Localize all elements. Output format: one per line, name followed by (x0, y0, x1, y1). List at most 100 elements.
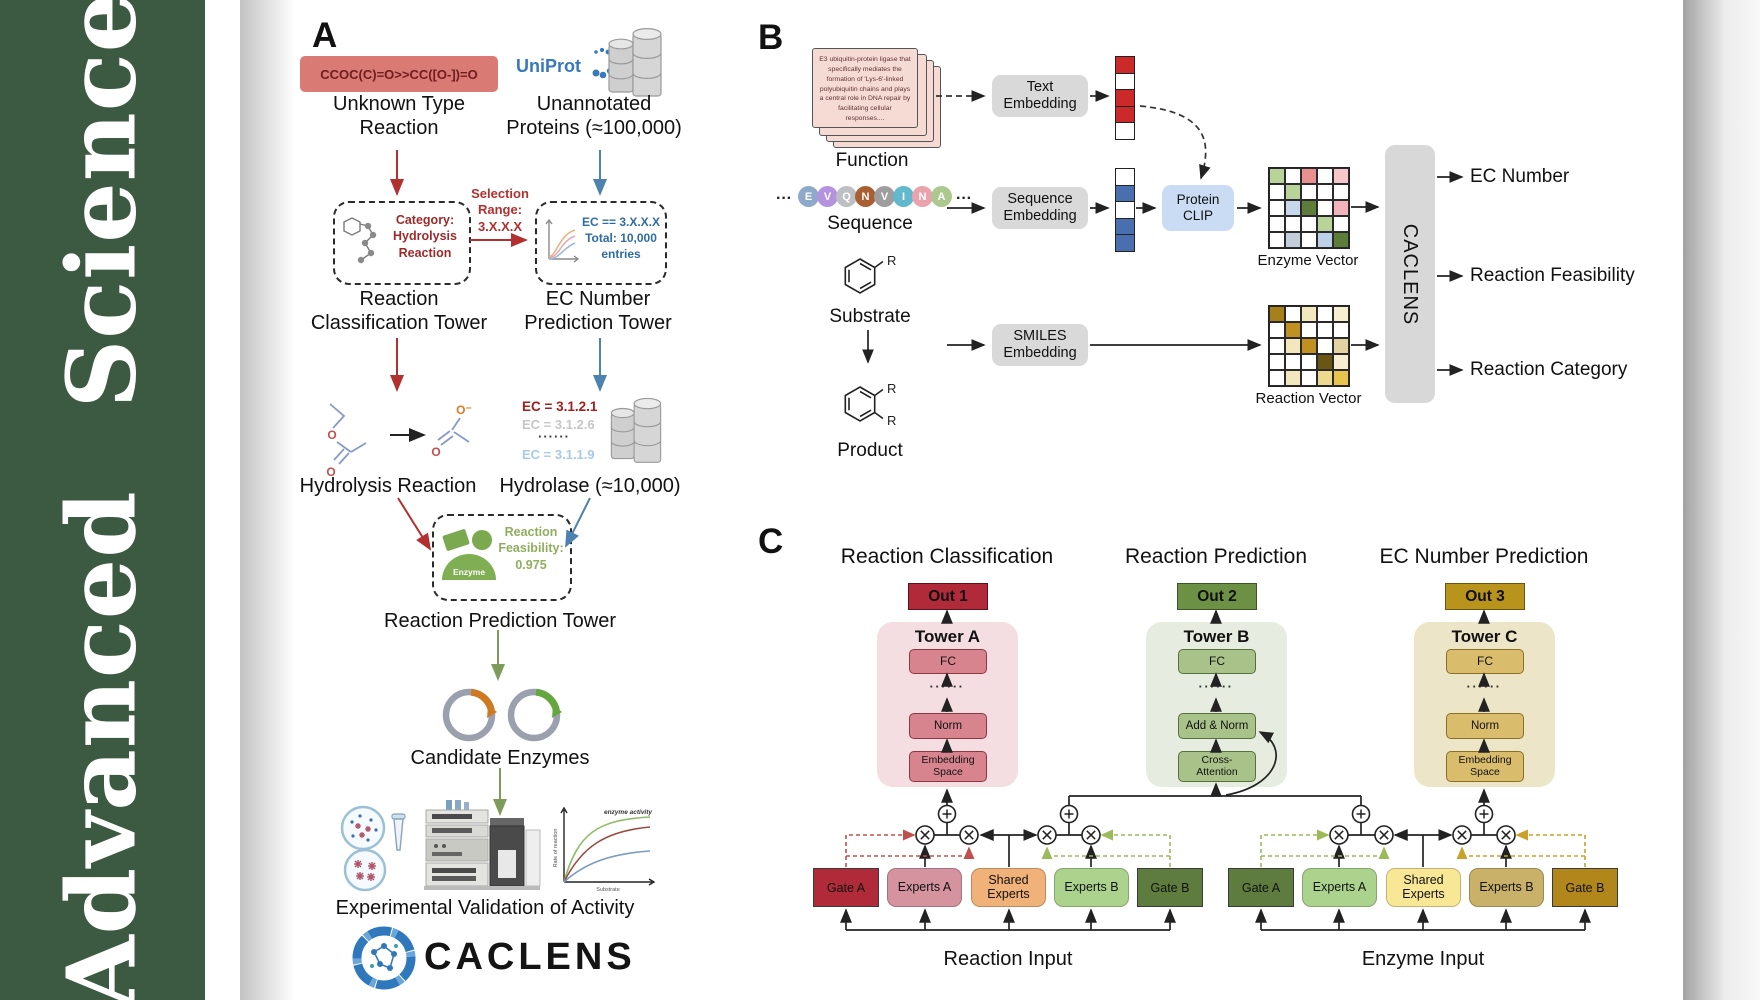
hydrolysis-reaction-label: Hydrolysis Reaction (299, 475, 477, 497)
vector-cell (1300, 183, 1318, 201)
function-card: E3 ubiquitin-protein ligase that specifi… (812, 48, 918, 128)
smiles-reaction-box: CCOC(C)=O>>CC([O-])=O (300, 56, 498, 92)
tower-a-norm: Norm (909, 713, 987, 739)
uniprot-text: UniProt (516, 56, 581, 76)
selection-range-text: Selection Range: 3.X.X.X (471, 186, 529, 234)
vector-cell (1268, 231, 1286, 249)
vector-cell (1116, 201, 1134, 218)
vector-cell (1316, 183, 1334, 201)
substrate-r-label: R (887, 253, 896, 268)
vector-cell (1284, 321, 1302, 339)
reaction-shared-experts: Shared Experts (971, 868, 1046, 907)
reaction-vector-label: Reaction Vector (1255, 390, 1362, 407)
amino-acid-circle: V (817, 186, 838, 207)
unannotated-proteins-label: Unannotated Proteins (≈100,000) (506, 93, 682, 139)
amino-acid-circle: N (912, 186, 933, 207)
vector-cell (1316, 321, 1334, 339)
protein-clip-box: Protein CLIP (1162, 185, 1234, 231)
substrate-label: Substrate (829, 306, 911, 327)
tower-c-embedding-space: Embedding Space (1446, 751, 1524, 782)
product-r-label-bottom: R (887, 413, 896, 428)
vector-cell (1300, 353, 1318, 371)
vector-cell (1332, 231, 1350, 249)
output-reaction-feasibility: Reaction Feasibility (1470, 265, 1635, 286)
vector-cell (1316, 167, 1334, 185)
reaction-feasibility-box (432, 514, 572, 601)
tower-a-dots: ······ (929, 679, 965, 694)
reaction-vector-matrix (1268, 305, 1350, 387)
enzyme-vector-matrix (1268, 167, 1350, 249)
tower-a-embedding-space: Embedding Space (909, 751, 987, 782)
ester-molecule: O O (326, 403, 367, 478)
vector-cell (1316, 215, 1334, 233)
enzyme-experts-a: Experts A (1302, 868, 1377, 907)
classification-tower-label: Reaction Classification Tower (310, 288, 488, 334)
page-right-shadow (1683, 0, 1760, 1000)
tower-b-title: Tower B (1183, 627, 1250, 646)
tower-c-title: Tower C (1451, 627, 1518, 646)
unknown-reaction-label: Unknown Type Reaction (333, 93, 465, 139)
tower-c-norm: Norm (1446, 713, 1524, 739)
validation-label: Experimental Validation of Activity (335, 897, 635, 919)
out2-box: Out 2 (1177, 583, 1257, 610)
vector-cell (1316, 369, 1334, 387)
amino-acid-circle: A (931, 186, 952, 207)
vector-cell (1300, 167, 1318, 185)
vector-cell (1332, 199, 1350, 217)
hplc-instrument-icon (424, 800, 541, 890)
enzyme-gate-a: Gate A (1228, 868, 1294, 907)
vector-cell (1268, 305, 1286, 323)
enzyme-icon: Enzyme (442, 529, 496, 580)
ec-list-item-2: EC = 3.1.2.6 (522, 417, 595, 432)
enzyme-shared-experts: Shared Experts (1386, 868, 1461, 907)
ec-curves-icon (545, 218, 580, 263)
vector-cell (1268, 167, 1286, 185)
tower-c-dots: ······ (1466, 679, 1502, 694)
enzyme-input-label: Enzyme Input (1361, 948, 1485, 970)
vector-cell (1300, 231, 1318, 249)
caclens-logo-icon (352, 926, 416, 990)
enzyme-icon-label: Enzyme (453, 567, 485, 577)
vector-cell (1284, 183, 1302, 201)
reaction-experts-b: Experts B (1054, 868, 1129, 907)
vector-cell (1284, 231, 1302, 249)
tower-a-fc: FC (909, 649, 987, 674)
ec-list-item-3: EC = 3.1.1.9 (522, 447, 595, 462)
vector-cell (1268, 183, 1286, 201)
text-embedding-box: Text Embedding (992, 75, 1088, 117)
category-box-text: Category: Hydrolysis Reaction (393, 213, 457, 260)
ec-tower-label: EC Number Prediction Tower (524, 288, 672, 334)
acetate-o-minus-atom: O⁻ (456, 403, 472, 417)
column-title-ec-number-prediction: EC Number Prediction (1379, 545, 1589, 568)
tower-b-dots: ······ (1198, 679, 1234, 694)
reaction-experts-a: Experts A (887, 868, 962, 907)
feasibility-text: Reaction Feasibility: 0.975 (498, 525, 564, 572)
vector-cell (1268, 353, 1286, 371)
reaction-gate-a: Gate A (813, 868, 879, 907)
hydrolase-label: Hydrolase (≈10,000) (499, 475, 681, 497)
tower-c-fc: FC (1446, 649, 1524, 674)
vector-cell (1268, 199, 1286, 217)
multiply-icons (915, 825, 1516, 845)
journal-sidebar: Advanced Science (0, 0, 205, 1000)
sequence-embedding-box: Sequence Embedding (992, 187, 1088, 229)
vector-cell (1332, 321, 1350, 339)
molecule-sketch-icon (343, 217, 377, 264)
sequence-embedding-vector (1115, 168, 1135, 252)
ec-prediction-box (535, 201, 667, 285)
vector-cell (1332, 305, 1350, 323)
vector-cell (1116, 72, 1134, 89)
kinetics-ylabel: Rate of reaction (553, 829, 559, 868)
panel-a-label: A (312, 16, 338, 55)
prediction-tower-label: Reaction Prediction Tower (384, 610, 616, 632)
tower-b-fc: FC (1178, 649, 1256, 674)
vector-cell (1268, 369, 1286, 387)
vector-cell (1332, 167, 1350, 185)
out1-box: Out 1 (908, 583, 988, 610)
add-icons (937, 804, 1494, 824)
enzyme-vector-label: Enzyme Vector (1257, 252, 1359, 269)
output-ec-number: EC Number (1470, 166, 1570, 187)
journal-title-vertical: Advanced Science (46, 0, 158, 1000)
vector-cell (1268, 321, 1286, 339)
